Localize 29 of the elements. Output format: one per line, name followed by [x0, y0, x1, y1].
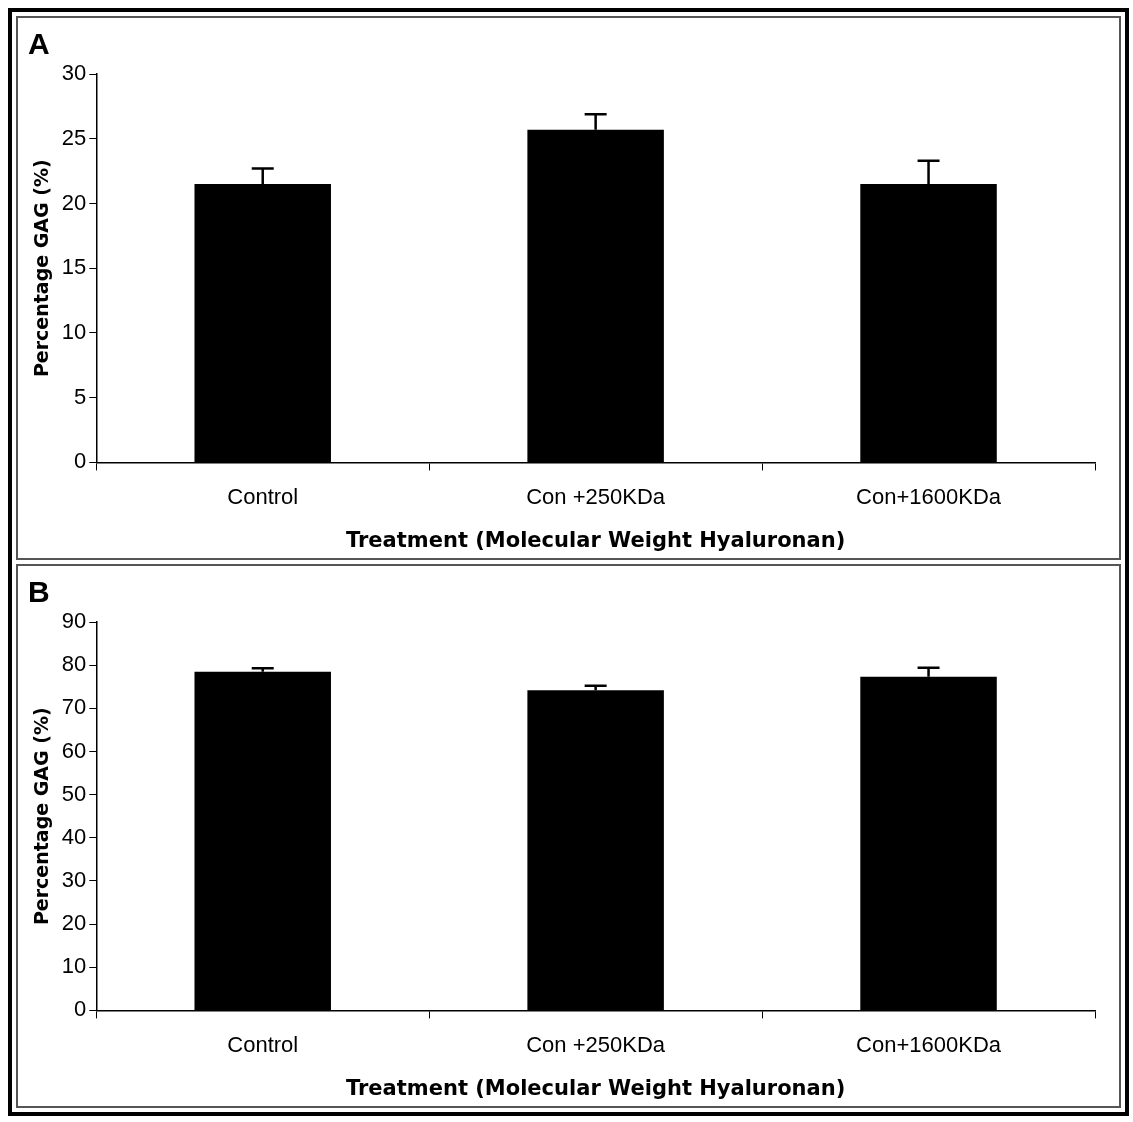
x-tick-label: Control — [227, 1031, 299, 1057]
x-tick-label: Con +250KDa — [526, 1031, 666, 1057]
y-tick-label: 90 — [61, 608, 87, 634]
y-tick-label: 10 — [61, 953, 87, 979]
y-tick-label: 60 — [61, 737, 87, 763]
y-tick-label: 0 — [74, 448, 87, 474]
y-axis-title: Percentage GAG (%) — [30, 707, 53, 926]
x-tick-label: Con+1600KDa — [856, 1031, 1002, 1057]
chart-title: A — [28, 27, 50, 61]
y-axis-title: Percentage GAG (%) — [30, 159, 53, 378]
y-tick-label: 40 — [61, 823, 87, 849]
x-tick-label: Control — [227, 483, 299, 509]
y-tick-label: 70 — [61, 694, 87, 720]
x-axis-title: Treatment (Molecular Weight Hyaluronan) — [345, 527, 846, 552]
y-tick-label: 20 — [61, 189, 87, 215]
y-tick-label: 5 — [74, 383, 87, 409]
y-tick-label: 10 — [61, 319, 87, 344]
y-tick-label: 50 — [61, 780, 87, 806]
y-tick-label: 20 — [61, 910, 87, 936]
chart-title: B — [28, 575, 50, 609]
y-tick-label: 80 — [61, 651, 87, 677]
y-tick-label: 25 — [61, 124, 87, 150]
y-tick-label: 30 — [61, 60, 87, 86]
y-tick-label: 30 — [61, 867, 87, 892]
y-tick-label: 0 — [74, 996, 87, 1022]
x-axis-title: Treatment (Molecular Weight Hyaluronan) — [345, 1075, 846, 1100]
x-tick-label: Con +250KDa — [526, 483, 666, 509]
x-tick-label: Con+1600KDa — [856, 483, 1002, 509]
y-tick-label: 15 — [61, 254, 87, 280]
